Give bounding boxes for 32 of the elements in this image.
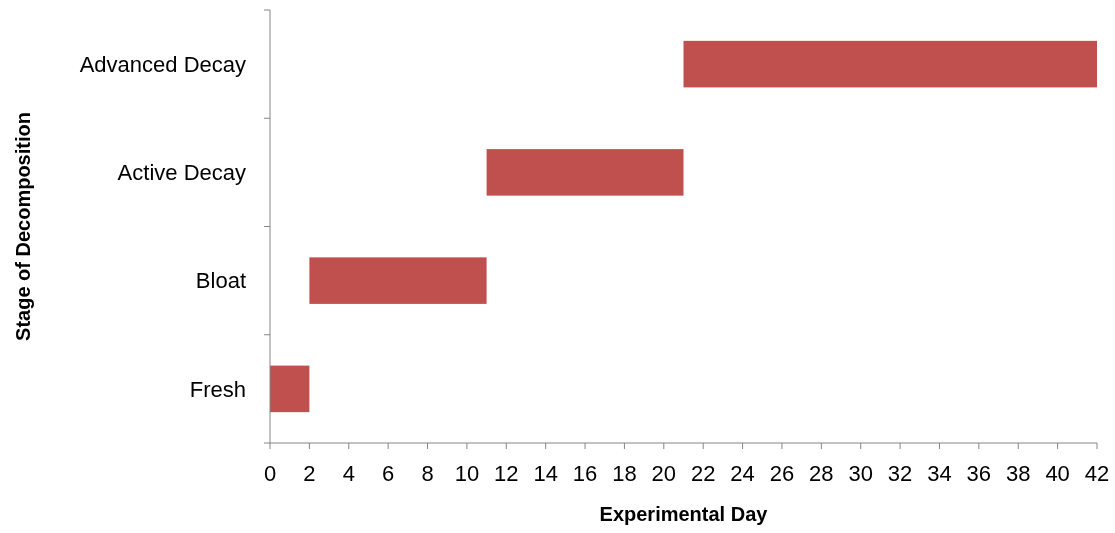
x-tick-label: 14 <box>533 461 558 486</box>
y-tick-label: Bloat <box>195 268 246 294</box>
x-tick-label: 34 <box>927 461 952 486</box>
bar <box>309 257 487 304</box>
x-tick-label: 18 <box>612 461 637 486</box>
bar <box>270 365 310 413</box>
bar <box>486 149 684 196</box>
x-tick-label: 4 <box>342 461 355 486</box>
x-tick-label: 22 <box>690 461 716 486</box>
x-tick-label: 42 <box>1084 461 1110 486</box>
y-tick-label: Active Decay <box>117 160 246 186</box>
x-tick-label: 24 <box>730 461 755 486</box>
x-tick-label: 36 <box>966 461 992 486</box>
x-axis-title: Experimental Day <box>599 503 769 525</box>
x-tick-label: 16 <box>572 461 598 486</box>
x-tick-label: 28 <box>809 461 834 486</box>
y-axis-title: Stage of Decomposition <box>12 112 34 341</box>
x-tick-label: 6 <box>382 461 395 486</box>
x-tick-label: 20 <box>651 461 677 486</box>
x-tick-label: 38 <box>1006 461 1031 486</box>
x-tick-label: 32 <box>887 461 913 486</box>
x-tick-label: 40 <box>1045 461 1070 486</box>
x-tick-label: 10 <box>454 461 480 486</box>
x-tick-label: 2 <box>303 461 316 486</box>
bar <box>683 40 1097 88</box>
x-tick-label: 30 <box>848 461 873 486</box>
y-tick-label: Fresh <box>189 376 246 402</box>
x-tick-label: 26 <box>769 461 795 486</box>
y-tick-label: Advanced Decay <box>79 51 246 77</box>
x-tick-label: 8 <box>421 461 434 486</box>
x-tick-label: 12 <box>494 461 519 486</box>
x-tick-label: 0 <box>263 461 277 486</box>
